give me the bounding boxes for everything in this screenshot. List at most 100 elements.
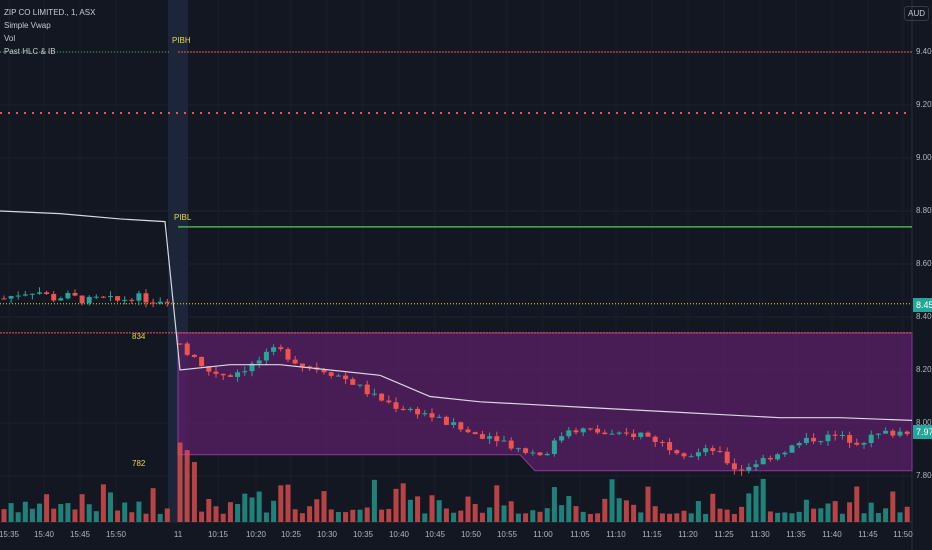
volume-bar [883, 508, 889, 522]
symbol-title[interactable]: ZIP CO LIMITED., 1, ASX [4, 8, 96, 17]
volume-bar [760, 478, 766, 522]
ib-high-label: 834 [132, 332, 146, 341]
time-tick: 10:55 [496, 530, 518, 539]
candle-body [674, 450, 680, 454]
candle-body [307, 366, 313, 368]
volume-bar [472, 503, 478, 522]
candle-body [335, 375, 341, 377]
price-tick: 8.40 [916, 312, 932, 321]
candle-body [451, 422, 457, 425]
candle-body [803, 437, 809, 444]
candle-body [724, 451, 730, 464]
candle-body [839, 435, 845, 437]
volume-bar [623, 500, 629, 522]
volume-bar [271, 500, 277, 522]
candle-body [458, 422, 464, 430]
candle-body [746, 466, 752, 471]
indicator-volume[interactable]: Vol [4, 34, 16, 43]
candle-body [530, 452, 536, 454]
volume-bar [379, 509, 385, 522]
volume-bar [731, 513, 737, 522]
volume-bar [44, 494, 50, 522]
time-tick: 11:00 [533, 530, 553, 539]
candle-body [364, 384, 370, 395]
pibl-label: PIBL [174, 213, 192, 222]
price-tick: 8.20 [916, 365, 932, 374]
volume-bar [357, 509, 363, 522]
candle-body [904, 431, 910, 434]
volume-bar [136, 501, 142, 522]
candle-body [890, 430, 896, 436]
volume-bar [803, 499, 809, 522]
candle-body [285, 349, 291, 360]
volume-bar [890, 491, 896, 522]
price-tick: 8.80 [916, 206, 932, 215]
candle-body [595, 428, 601, 433]
candle-body [811, 437, 817, 442]
candle-body [263, 351, 269, 361]
price-tick: 9.20 [916, 100, 932, 109]
candle-body [832, 434, 838, 436]
volume-bar [129, 512, 135, 522]
time-tick: 11:35 [786, 530, 806, 539]
currency-button[interactable]: AUD [904, 6, 929, 21]
candle-body [739, 469, 745, 471]
volume-bar [710, 493, 716, 522]
time-tick: 11:20 [678, 530, 698, 539]
candle-body [51, 293, 57, 301]
candle-body [465, 429, 471, 433]
candle-body [688, 456, 694, 458]
volume-bar [256, 491, 262, 522]
vwap-line [0, 210, 913, 421]
volume-bar [796, 511, 802, 522]
candle-body [760, 457, 766, 465]
time-tick: 10:35 [352, 530, 374, 539]
candle-body [328, 372, 334, 376]
volume-bar [494, 485, 500, 522]
volume-bar [854, 486, 860, 522]
volume-bar [307, 506, 313, 522]
time-tick: 10:25 [280, 530, 302, 539]
candle-body [65, 292, 71, 299]
candle-body [37, 292, 42, 294]
indicator-vwap[interactable]: Simple Vwap [4, 21, 51, 30]
candle-body [44, 292, 50, 294]
time-tick: 10:30 [316, 530, 338, 539]
volume-bar [29, 508, 35, 522]
candle-body [508, 440, 514, 449]
candle-body [429, 413, 435, 418]
indicator-hlc-ib[interactable]: Past HLC & IB [4, 47, 56, 56]
time-tick: 11:50 [893, 530, 913, 539]
volume-bar [652, 506, 658, 522]
candle-body [868, 434, 874, 444]
volume-bar [458, 510, 464, 522]
candle-body [58, 298, 64, 301]
volume-bar [811, 508, 817, 522]
volume-bar [335, 511, 341, 522]
candle-body [164, 301, 170, 303]
time-tick: 15:40 [33, 530, 55, 539]
volume-bar [703, 513, 709, 522]
volume-bar [537, 511, 543, 522]
candle-body [551, 440, 557, 454]
time-tick: 11:05 [570, 530, 590, 539]
candle-body [623, 432, 629, 434]
volume-bar [108, 492, 113, 522]
candle-body [847, 435, 853, 443]
volume-bar [15, 512, 21, 522]
volume-bar [724, 509, 730, 522]
time-tick: 10:50 [460, 530, 482, 539]
candle-body [249, 363, 255, 372]
volume-bar [65, 503, 71, 522]
volume-bar [645, 486, 651, 522]
candle-body [587, 428, 593, 430]
candle-body [292, 359, 298, 364]
time-tick: 11:30 [750, 530, 770, 539]
volume-bar [227, 502, 233, 522]
candle-body [782, 452, 788, 455]
time-tick: 10:15 [207, 530, 229, 539]
candle-body [681, 453, 687, 457]
volume-bar [832, 501, 838, 522]
volume-bar [602, 498, 608, 522]
